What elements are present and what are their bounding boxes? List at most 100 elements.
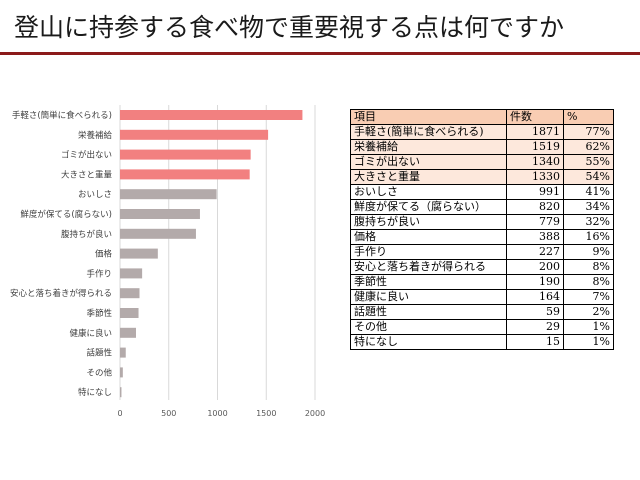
category-label: ゴミが出ない (61, 150, 112, 161)
slide-title: 登山に持参する食べ物で重要視する点は何ですか (14, 13, 565, 42)
table-row: 腹持ちが良い 779 32% (350, 214, 614, 230)
cell-count: 59 (506, 304, 564, 320)
bar (120, 228, 196, 239)
cell-percent: 2% (563, 304, 614, 320)
cell-percent: 62% (563, 139, 614, 155)
cell-item: ゴミが出ない (350, 154, 507, 170)
cell-percent: 1% (563, 334, 614, 350)
table-row: ゴミが出ない 1340 55% (350, 154, 614, 170)
category-label: おいしさ (78, 190, 112, 200)
cell-item: 鮮度が保てる（腐らない） (350, 199, 507, 215)
table-row: 価格 388 16% (350, 229, 614, 245)
cell-percent: 9% (563, 244, 614, 260)
bar (120, 169, 250, 180)
category-label: 健康に良い (69, 328, 112, 339)
x-tick-label: 2000 (305, 409, 325, 418)
header-percent: % (563, 109, 614, 125)
cell-item: 健康に良い (350, 289, 507, 305)
category-label: 季節性 (86, 308, 112, 319)
table-row: 栄養補給 1519 62% (350, 139, 614, 155)
title-rule (0, 52, 640, 55)
table-row: 特になし 15 1% (350, 334, 614, 350)
category-label: 特になし (78, 387, 112, 398)
bar (120, 110, 303, 120)
cell-percent: 16% (563, 229, 614, 245)
category-label: 大きさと重量 (61, 169, 113, 180)
header-count: 件数 (506, 109, 564, 125)
category-label: 話題性 (86, 348, 112, 359)
bar (120, 387, 122, 398)
cell-count: 1340 (506, 154, 564, 170)
bar (120, 129, 269, 140)
category-label: 手軽さ(簡単に食べられる) (12, 110, 112, 121)
x-tick-label: 500 (161, 409, 176, 418)
cell-item: その他 (350, 319, 507, 335)
cell-item: 大きさと重量 (350, 169, 507, 185)
cell-count: 29 (506, 319, 564, 335)
x-tick-label: 0 (117, 409, 122, 418)
x-tick-label: 1000 (207, 409, 227, 418)
table-row: 鮮度が保てる（腐らない） 820 34% (350, 199, 614, 215)
cell-count: 779 (506, 214, 564, 230)
bar (120, 149, 251, 160)
cell-item: 手作り (350, 244, 507, 260)
cell-count: 820 (506, 199, 564, 215)
cell-percent: 8% (563, 274, 614, 290)
table-row: その他 29 1% (350, 319, 614, 335)
cell-item: 安心と落ち着きが得られる (350, 259, 507, 275)
table-row: 季節性 190 8% (350, 274, 614, 290)
cell-count: 190 (506, 274, 564, 290)
cell-percent: 55% (563, 154, 614, 170)
bar (120, 288, 140, 299)
table-row: 手軽さ(簡単に食べられる) 1871 77% (350, 124, 614, 140)
bar (120, 367, 123, 378)
cell-item: 手軽さ(簡単に食べられる) (350, 124, 507, 140)
table-row: 手作り 227 9% (350, 244, 614, 260)
table-body: 手軽さ(簡単に食べられる) 1871 77% 栄養補給 1519 62% ゴミが出ない 134… (350, 124, 614, 350)
bar (120, 308, 139, 318)
cell-percent: 1% (563, 319, 614, 335)
cell-count: 388 (506, 229, 564, 245)
cell-count: 164 (506, 289, 564, 305)
cell-count: 15 (506, 334, 564, 350)
cell-count: 1871 (506, 124, 564, 140)
cell-percent: 8% (563, 259, 614, 275)
table-row: 安心と落ち着きが得られる 200 8% (350, 259, 614, 275)
cell-item: おいしさ (350, 184, 507, 200)
cell-count: 200 (506, 259, 564, 275)
cell-item: 特になし (350, 334, 507, 350)
cell-item: 価格 (350, 229, 507, 245)
cell-percent: 41% (563, 184, 614, 200)
category-label: 腹持ちが良い (61, 229, 112, 240)
bar-chart: 0 500 1000 1500 2000 手軽さ(簡単に食べられる) 栄養補給ゴミが出ない大… (10, 105, 325, 418)
category-label: 栄養補給 (78, 130, 113, 141)
cell-percent: 54% (563, 169, 614, 185)
table-row: 健康に良い 164 7% (350, 289, 614, 305)
cell-item: 話題性 (350, 304, 507, 320)
bar (120, 209, 200, 219)
cell-percent: 34% (563, 199, 614, 215)
cell-percent: 77% (563, 124, 614, 140)
cell-count: 1519 (506, 139, 564, 155)
category-label: 価格 (95, 249, 113, 260)
table-row: 話題性 59 2% (350, 304, 614, 320)
table-row: おいしさ 991 41% (350, 184, 614, 200)
cell-percent: 7% (563, 289, 614, 305)
cell-percent: 32% (563, 214, 614, 230)
bar (120, 268, 143, 279)
category-label: 鮮度が保てる(腐らない) (20, 209, 112, 220)
category-label: 手作り (86, 268, 112, 279)
cell-item: 腹持ちが良い (350, 214, 507, 230)
table-header-row: 項目 件数 % (350, 109, 614, 125)
cell-count: 1330 (506, 169, 564, 185)
data-table: 項目 件数 % 手軽さ(簡単に食べられる) 1871 77% 栄養補給 1519 62% ゴ… (350, 109, 614, 350)
cell-item: 季節性 (350, 274, 507, 290)
bar (120, 327, 136, 338)
category-label: その他 (86, 367, 112, 378)
x-tick-label: 1500 (256, 409, 276, 418)
table-row: 大きさと重量 1330 54% (350, 169, 614, 185)
category-label: 安心と落ち着きが得られる (10, 288, 112, 299)
cell-item: 栄養補給 (350, 139, 507, 155)
bar (120, 248, 158, 259)
header-item: 項目 (350, 109, 507, 125)
